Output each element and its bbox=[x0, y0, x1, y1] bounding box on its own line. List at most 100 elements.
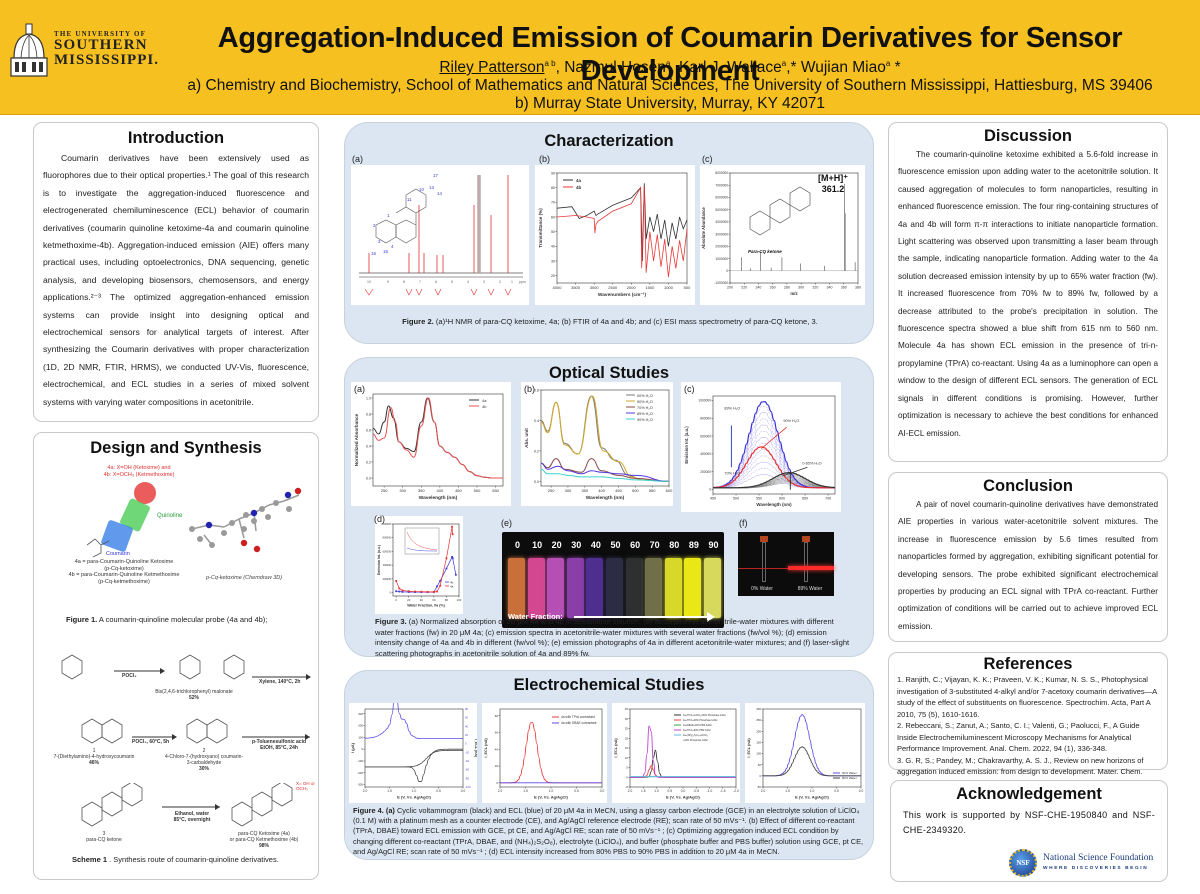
x-tick-label: 450 bbox=[710, 497, 716, 501]
y2-tick-label: 0 bbox=[465, 742, 467, 746]
plot-frame bbox=[556, 172, 688, 284]
inset-curve bbox=[406, 531, 438, 551]
x-axis-label: Wavelength (nm) bbox=[586, 495, 625, 501]
logo-line-2: SOUTHERN bbox=[54, 37, 148, 53]
x-tick-label: 600 bbox=[779, 497, 785, 501]
x-tick-label: 0.0 bbox=[859, 789, 864, 793]
plot-frame bbox=[540, 389, 670, 487]
svg-text:9: 9 bbox=[387, 280, 389, 284]
ms-plot: 200 220 240 260 280 300 320 340 360 380 -1000000 0 1… bbox=[701, 171, 861, 296]
fig4c-plot: 2.0 1.5 1.0 0.5 0.0 -0.5 -1.0 -1.5 -2.0 -5 0 5 10 15 2… bbox=[614, 707, 739, 799]
svg-text:16: 16 bbox=[371, 251, 377, 256]
y-tick-label: 0 bbox=[496, 781, 498, 785]
x-tick-label: 2.0 bbox=[628, 789, 633, 793]
figure-3-caption: (a) Normalized absorption of 20 μM 4a an… bbox=[375, 617, 850, 658]
data-point bbox=[451, 557, 454, 560]
y-tick-label: 40 bbox=[495, 747, 499, 751]
data-point bbox=[401, 589, 404, 592]
y-tick-label: 6000000 bbox=[715, 196, 728, 200]
author-name: Nazmul Hosen bbox=[564, 59, 666, 77]
x-tick-label: -1.5 bbox=[720, 789, 726, 793]
fig3-panel-c-label: (c) bbox=[684, 384, 695, 394]
scheme-row-1 bbox=[61, 654, 311, 680]
x-tick-label: 340 bbox=[827, 286, 833, 290]
legend-label: 4a bbox=[482, 398, 487, 403]
ftir-chart: 4000 3500 3000 2500 2000 1500 1000 500 20 30 40 50 6… bbox=[535, 165, 695, 305]
reagent-5a: Ethanol, water bbox=[174, 811, 210, 817]
y-tick-label: 90 bbox=[551, 171, 555, 175]
y-tick-label: 20 bbox=[551, 274, 555, 278]
x-tick-label: 300 bbox=[399, 488, 406, 493]
compound-2-yield: 30% bbox=[198, 766, 209, 772]
definition-4a: 4a = para-Coumarin-Quinoline Ketoxime bbox=[74, 559, 174, 565]
data-point bbox=[395, 580, 398, 582]
y2-tick-label: -60 bbox=[465, 768, 469, 772]
inset-curve bbox=[406, 547, 438, 552]
legend-label: 4a+DBAE+90% PBS buffer bbox=[683, 724, 712, 727]
ecl-series-line bbox=[762, 714, 861, 777]
y-axis-label: Emission Int. (a.u.) bbox=[684, 426, 689, 464]
fig3-panel-d-label: (d) bbox=[374, 514, 385, 524]
x-tick-label: 380 bbox=[855, 286, 861, 290]
fig3d-plot: 0 20 40 60 80 100 0 200000 400000 600000 800000 100… bbox=[377, 523, 462, 608]
y-tick-label: 50 bbox=[551, 230, 555, 234]
laser-label-right: 89% Water bbox=[797, 586, 823, 592]
legend-label: 90% H₂O bbox=[637, 418, 653, 422]
x-axis-label: Wavelength (nm) bbox=[419, 495, 458, 501]
fig3-panel-a-label: (a) bbox=[354, 384, 365, 394]
legend-label: 4b bbox=[576, 185, 582, 190]
x-tick-label: 2500 bbox=[608, 285, 618, 290]
series-line bbox=[540, 462, 670, 482]
y-tick-label: -1000000 bbox=[714, 281, 728, 285]
vial-photo bbox=[684, 558, 702, 618]
laser-beam-right bbox=[788, 566, 834, 570]
fig4c-chart: 2.0 1.5 1.0 0.5 0.0 -0.5 -1.0 -1.5 -2.0 -5 0 5 10 15 2… bbox=[612, 703, 740, 803]
x-tick-label: 220 bbox=[741, 286, 747, 290]
laser-beam-left bbox=[738, 568, 788, 569]
y-tick-label: 40 bbox=[551, 245, 555, 249]
fig3c-plot: 450 500 550 600 650 700 0 200000 400000 600000 800… bbox=[684, 395, 836, 507]
y-tick-label: 35 bbox=[625, 707, 629, 711]
y-tick-label: 4000000 bbox=[715, 220, 728, 224]
reagent-5b: 85°C, overnight bbox=[173, 817, 211, 823]
author-sup: a bbox=[665, 59, 671, 68]
x-tick-label: 1.5 bbox=[785, 789, 790, 793]
reagent-3: POCl₃, 60°C, 5h bbox=[132, 739, 170, 745]
figure-2-caption: (a)¹H NMR of para-CQ ketoxime, 4a; (b) F… bbox=[433, 317, 818, 326]
x-tick-label: 0.5 bbox=[436, 789, 441, 793]
conclusion-text: A pair of novel coumarin-quinoline deriv… bbox=[898, 500, 1158, 631]
x-axis-label: E (V, Vs. Ag/AgCl) bbox=[795, 794, 829, 799]
data-point bbox=[407, 590, 410, 593]
data-point bbox=[420, 590, 423, 593]
y-tick-label: 30 bbox=[551, 259, 555, 263]
y-tick-label: 200000 bbox=[700, 470, 711, 474]
data-point bbox=[432, 590, 435, 593]
y-tick-label: 60 bbox=[551, 215, 555, 219]
x-tick-label: 500 bbox=[632, 488, 639, 493]
author-name: Karl J. Wallace bbox=[678, 59, 782, 77]
university-logo: THE UNIVERSITY OF SOUTHERN MISSISSIPPI. bbox=[10, 22, 158, 82]
y-tick-label: 5000000 bbox=[715, 208, 728, 212]
svg-text:2: 2 bbox=[373, 223, 376, 228]
structure-ring bbox=[789, 186, 811, 212]
water-fraction-label: Water Fraction: bbox=[508, 612, 563, 621]
x-tick-label: 0.5 bbox=[834, 789, 839, 793]
vial-label: 50 bbox=[610, 540, 621, 550]
x-tick-label: 280 bbox=[784, 286, 790, 290]
vial-photo bbox=[586, 558, 604, 618]
y-tick-label: 20 bbox=[625, 736, 629, 740]
author-sup: a bbox=[885, 59, 891, 68]
annotation-arrow-icon bbox=[761, 426, 787, 449]
x-tick-label: 700 bbox=[825, 497, 831, 501]
x-tick-label: 3500 bbox=[571, 285, 581, 290]
svg-text:10: 10 bbox=[419, 187, 425, 192]
vial-photo bbox=[508, 558, 525, 618]
y-axis-label: Absolute Abundance bbox=[701, 206, 706, 248]
acknowledgement-heading: Acknowledgement bbox=[956, 785, 1102, 803]
legend-label: 4a bbox=[450, 585, 454, 589]
legend-label: 4a+TPrA+90% Phosphate buffer bbox=[683, 719, 718, 722]
y-tick-label: 80 bbox=[495, 714, 499, 718]
y2-tick-label: -40 bbox=[465, 759, 469, 763]
conclusion-panel: Conclusion A pair of novel coumarin-quin… bbox=[888, 472, 1168, 642]
y-tick-label: 100 bbox=[358, 735, 363, 739]
